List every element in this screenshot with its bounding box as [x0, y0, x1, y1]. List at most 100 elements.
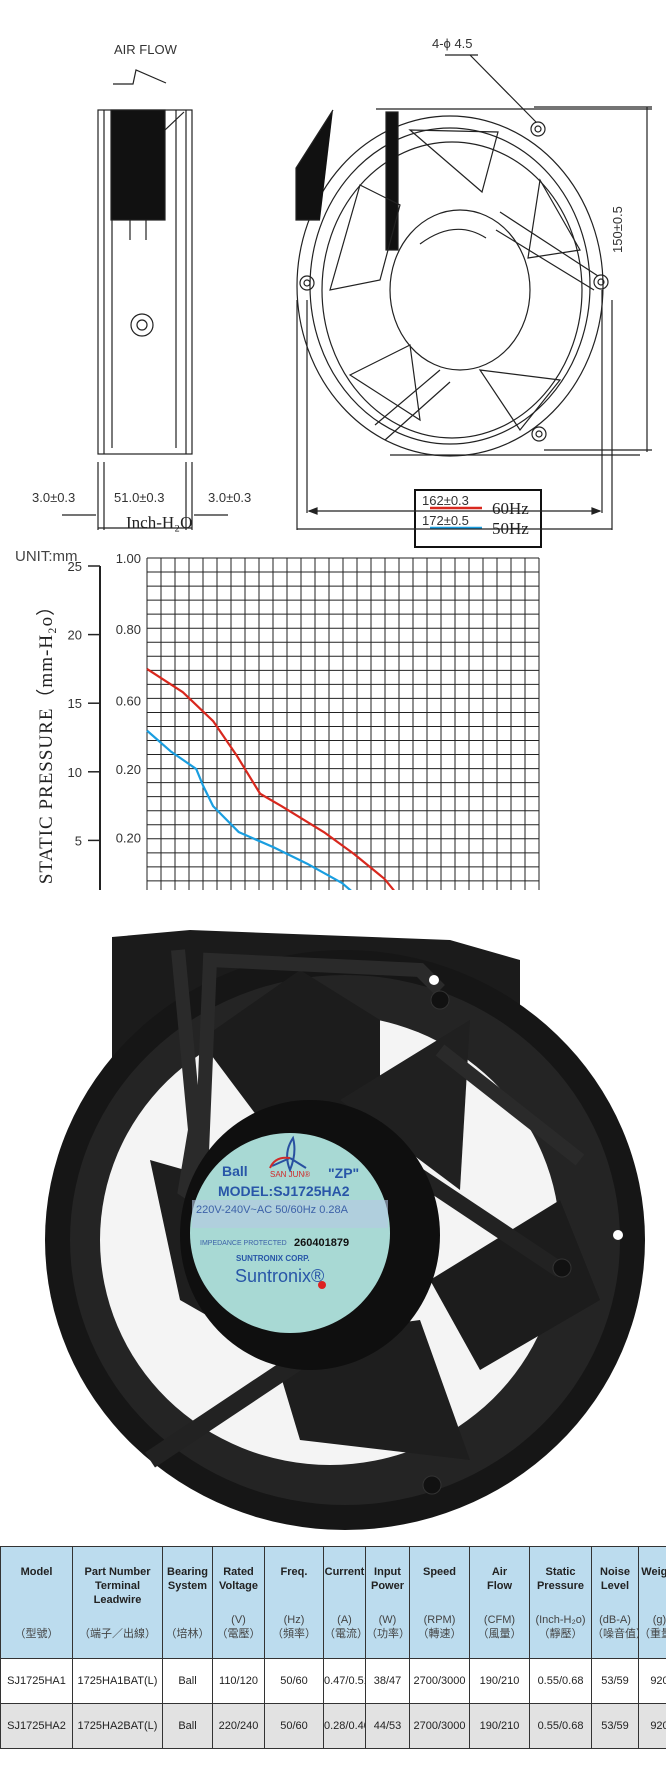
label-corp: SUNTRONIX CORP. [236, 1254, 310, 1263]
table-cell: Ball [162, 1658, 213, 1704]
dimension-height: 150±0.5 [610, 204, 625, 255]
y-inch-tick-label: 1.00 [116, 551, 141, 566]
y-mm-tick-label: 15 [68, 696, 82, 711]
column-title: Rated [223, 1566, 254, 1578]
column-header: Input Power (W) （功率） [365, 1546, 410, 1659]
column-unit: (A) [337, 1614, 352, 1626]
column-chinese-label: （電流） [324, 1628, 366, 1640]
column-unit: (Inch-H₂o) [535, 1614, 586, 1626]
mounting-hole-label: 4-ϕ 4.5 [430, 36, 475, 51]
table-row: SJ1725HA2 1725HA2BAT(L) Ball 220/240 50/60 0.… [0, 1703, 666, 1749]
fan-outline-svg [62, 54, 652, 530]
column-title: Weight [641, 1566, 666, 1578]
table-cell: 53/59 [591, 1703, 639, 1749]
column-header: Weight (g) （重量） [638, 1546, 666, 1659]
dimension-flange-left: 3.0±0.3 [30, 490, 78, 505]
label-serial: 260401879 [294, 1237, 350, 1249]
table-cell: 2700/3000 [409, 1703, 470, 1749]
column-title: Input [374, 1566, 401, 1578]
label-impedance: IMPEDANCE PROTECTED [200, 1240, 287, 1247]
table-cell: 1725HA1BAT(L) [72, 1658, 163, 1704]
series-line-50Hz [146, 729, 352, 890]
table-cell: SJ1725HA2 [0, 1703, 73, 1749]
y-inch-tick-label: 0.60 [116, 693, 141, 708]
unit-label: UNIT:mm [15, 548, 78, 565]
label-zp: "ZP" [328, 1165, 360, 1181]
column-header: Bearing System （培林） [162, 1546, 213, 1659]
y-mm-tick-label: 5 [75, 833, 82, 848]
dimension-outer-width: 172±0.5 [422, 513, 469, 528]
air-flow-arrow-icon [113, 69, 167, 85]
series-line-60Hz [146, 667, 395, 890]
column-title: Speed [422, 1566, 456, 1578]
column-chinese-label: （端子／出線） [79, 1628, 156, 1640]
column-chinese-label: （頻率） [272, 1628, 316, 1640]
legend-label: 60Hz [492, 499, 529, 518]
y-inch-tick-label: 0.20 [116, 831, 141, 846]
table-cell: 44/53 [365, 1703, 410, 1749]
column-title: Power [370, 1580, 404, 1592]
column-unit: (g) [652, 1614, 666, 1626]
label-rating: 220V-240V~AC 50/60Hz 0.28A [196, 1204, 348, 1216]
column-header: Noise Level (dB-A) （噪音值） [591, 1546, 639, 1659]
column-header: Freq. (Hz) （頻率） [264, 1546, 324, 1659]
column-title: Air [491, 1566, 508, 1578]
fan-photo-illustration [37, 930, 645, 1530]
table-cell: 38/47 [365, 1658, 410, 1704]
column-header: Current (A) （電流） [323, 1546, 366, 1659]
y-mm-tick-label: 10 [68, 765, 82, 780]
label-bearing: Ball [222, 1163, 248, 1179]
column-title: Model [20, 1566, 53, 1578]
y-mm-tick-label: 25 [68, 559, 82, 574]
label-model: MODEL:SJ1725HA2 [218, 1183, 350, 1199]
column-unit [164, 1613, 212, 1627]
column-unit [74, 1613, 162, 1627]
pq-curve-svg: 25201510501.000.800.600.200.20Inch-H₂OST… [35, 489, 542, 890]
table-cell: 0.55/0.68 [529, 1703, 592, 1749]
table-cell: 2700/3000 [409, 1658, 470, 1704]
label-logo: Suntronix® [235, 1266, 325, 1286]
table-row: SJ1725HA1 1725HA1BAT(L) Ball 110/120 50/60 0.… [0, 1658, 666, 1704]
table-cell: 190/210 [469, 1658, 530, 1704]
column-title: Static [545, 1566, 576, 1578]
table-cell: 0.28/0.40 [323, 1703, 366, 1749]
column-header: Part Number Terminal Leadwire （端子／出線） [72, 1546, 163, 1659]
label-brand: SAN JUN® [270, 1170, 311, 1179]
air-flow-label: AIR FLOW [112, 42, 179, 57]
column-header: Static Pressure (Inch-H₂o) （靜壓） [529, 1546, 592, 1659]
column-unit: (RPM) [423, 1614, 456, 1626]
column-title: Noise [600, 1566, 630, 1578]
column-title: Pressure [536, 1580, 585, 1592]
table-cell: 110/120 [212, 1658, 265, 1704]
column-header: Speed (RPM) （轉速） [409, 1546, 470, 1659]
table-cell: 190/210 [469, 1703, 530, 1749]
column-chinese-label: （轉速） [417, 1628, 462, 1640]
dimension-flange-right: 3.0±0.3 [206, 490, 254, 505]
column-header: Air Flow (CFM) （風量） [469, 1546, 530, 1659]
table-cell: 920 [638, 1658, 666, 1704]
specification-table: Model （型號） Part Number Terminal Leadwire （端… [0, 1546, 666, 1749]
column-header: Rated Voltage (V) （電壓） [212, 1546, 265, 1659]
column-chinese-label: （風量） [477, 1628, 522, 1640]
table-header-row: Model （型號） Part Number Terminal Leadwire （端… [0, 1546, 666, 1659]
table-cell: 53/59 [591, 1658, 639, 1704]
dimension-inner-width: 162±0.3 [422, 493, 469, 508]
table-cell: 0.47/0.51 [323, 1658, 366, 1704]
table-cell: 0.55/0.68 [529, 1658, 592, 1704]
column-chinese-label: （重量） [639, 1628, 666, 1640]
column-title: Freq. [280, 1566, 308, 1578]
y-mm-tick-label: 20 [68, 628, 82, 643]
y-axis-title: STATIC PRESSURE（mm-H₂o） [35, 596, 57, 884]
column-unit: (Hz) [283, 1614, 305, 1626]
column-chinese-label: （功率） [366, 1628, 410, 1640]
y-inch-tick-label: 0.80 [116, 622, 141, 637]
column-unit: (V) [231, 1614, 246, 1626]
column-title: System [167, 1580, 208, 1592]
table-cell: 50/60 [264, 1658, 324, 1704]
table-cell: SJ1725HA1 [0, 1658, 73, 1704]
column-chinese-label: （型號） [14, 1628, 59, 1640]
column-title: Voltage [219, 1580, 258, 1592]
table-cell: 50/60 [264, 1703, 324, 1749]
y-inch-axis-title: Inch-H₂O [126, 513, 192, 532]
table-cell: 220/240 [212, 1703, 265, 1749]
